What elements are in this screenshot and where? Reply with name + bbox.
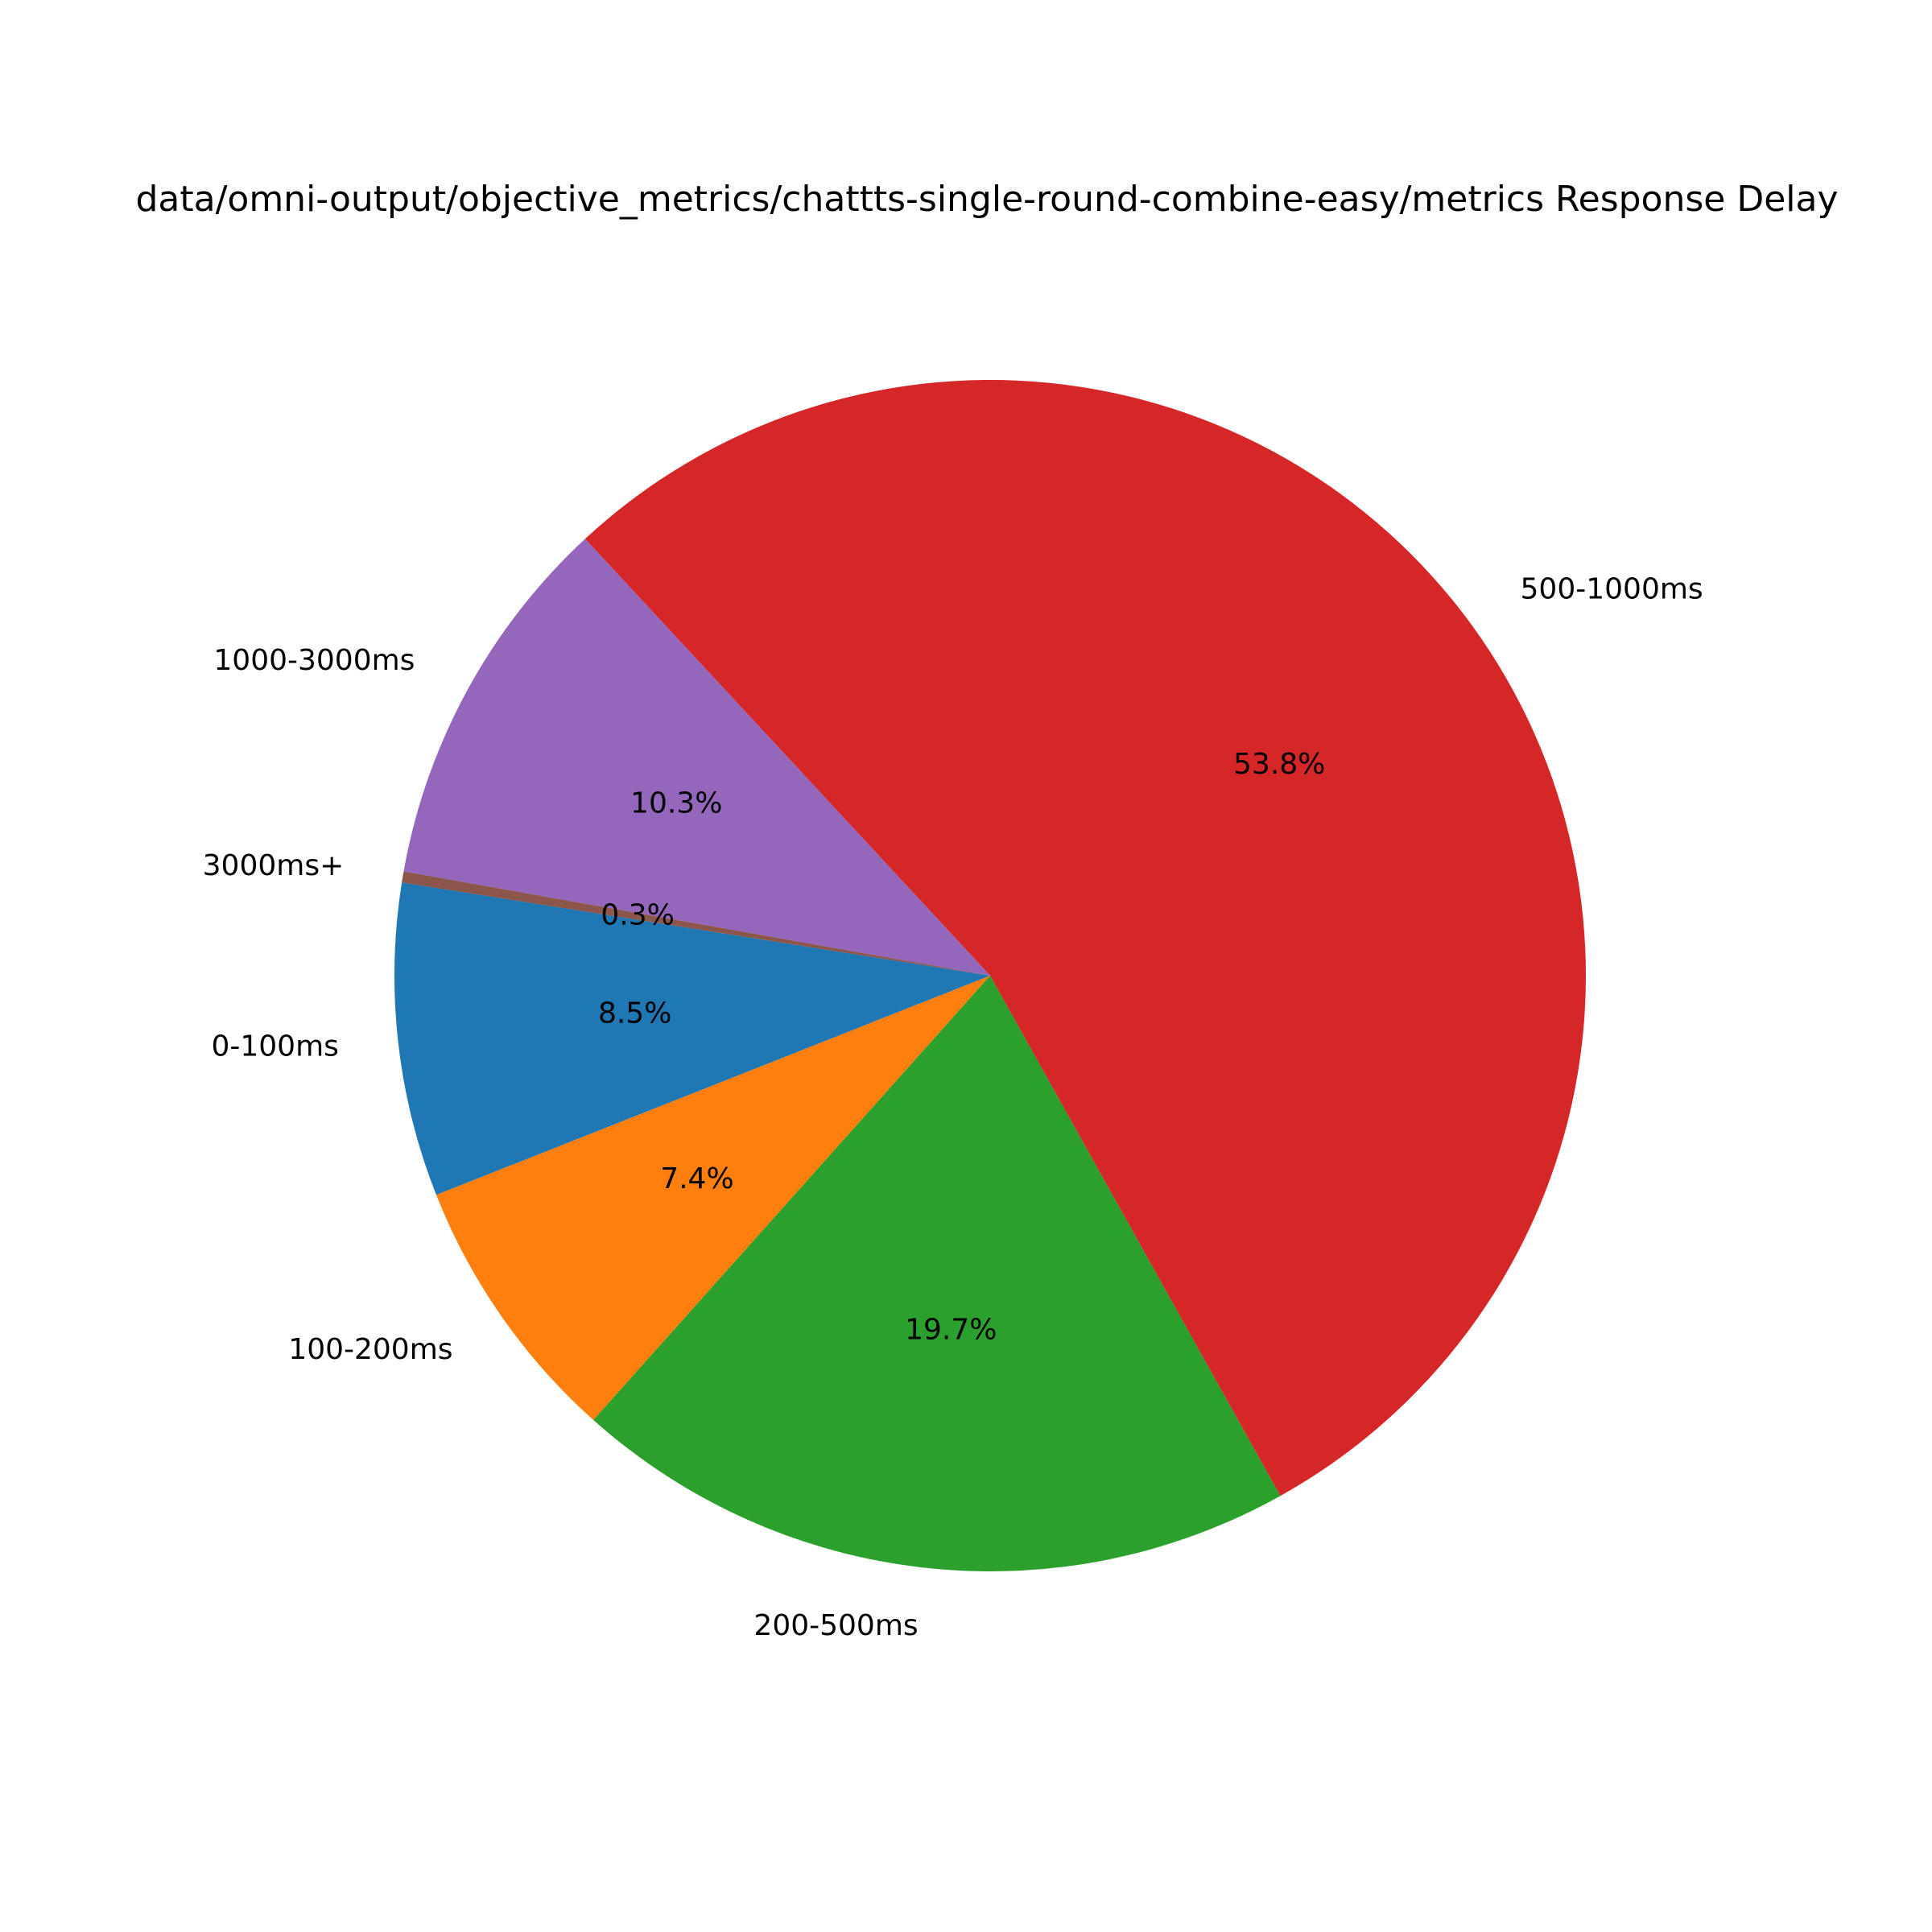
pie-slice-0-100ms bbox=[394, 882, 991, 1195]
pie-slice-3000msplus bbox=[402, 871, 991, 976]
slice-label: 200-500ms bbox=[753, 1609, 918, 1642]
slice-label: 1000-3000ms bbox=[213, 644, 415, 677]
slice-percent-label: 19.7% bbox=[905, 1313, 997, 1346]
pie-slice-1000-3000ms bbox=[403, 539, 991, 976]
pie-slice-100-200ms bbox=[436, 976, 990, 1420]
pie-slice-500-1000ms bbox=[584, 380, 1586, 1496]
slice-label: 0-100ms bbox=[211, 1030, 338, 1063]
slice-label: 100-200ms bbox=[288, 1333, 452, 1366]
slice-label: 500-1000ms bbox=[1521, 573, 1703, 606]
pie-slices bbox=[394, 380, 1586, 1571]
slice-label: 3000ms+ bbox=[203, 849, 345, 882]
pie-labels: 0-100ms 8.5% 100-200ms 7.4% 200-500ms 19.7% 50… bbox=[203, 573, 1703, 1643]
slice-percent-label: 53.8% bbox=[1233, 748, 1325, 781]
pie-slice-200-500ms bbox=[593, 976, 1281, 1571]
chart-title: data/omni-output/objective_metrics/chatt… bbox=[135, 179, 1838, 220]
slice-percent-label: 0.3% bbox=[601, 898, 674, 931]
slice-percent-label: 7.4% bbox=[660, 1162, 733, 1195]
slice-percent-label: 10.3% bbox=[630, 786, 722, 819]
slice-percent-label: 8.5% bbox=[598, 997, 671, 1030]
